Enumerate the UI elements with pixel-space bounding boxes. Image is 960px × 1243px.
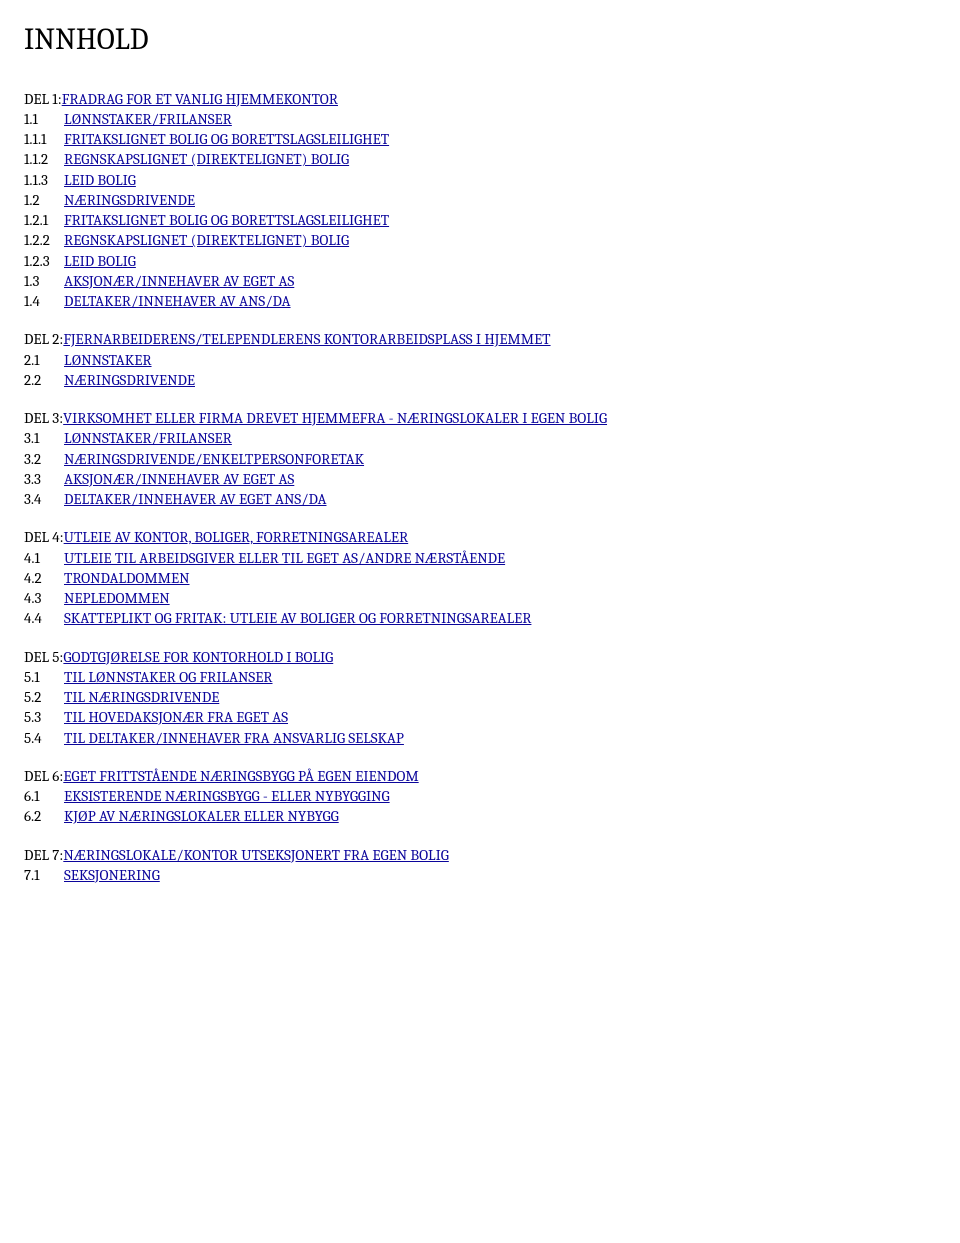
page-title: INNHOLD — [24, 20, 936, 61]
toc-link[interactable]: TRONDALDOMMEN — [64, 569, 189, 587]
toc-link[interactable]: SEKSJONERING — [64, 866, 160, 884]
item-num: 1.1.2 — [24, 149, 64, 169]
section-label: DEL 3: — [24, 409, 63, 427]
toc-link[interactable]: KJØP AV NÆRINGSLOKALER ELLER NYBYGG — [64, 807, 339, 825]
toc-section-6: DEL 6:EGET FRITTSTÅENDE NÆRINGSBYGG PÅ E… — [24, 766, 936, 827]
section-title-link[interactable]: FRADRAG FOR ET VANLIG HJEMMEKONTOR — [62, 90, 338, 108]
toc-link[interactable]: NÆRINGSDRIVENDE — [64, 371, 195, 389]
item-num: 5.3 — [24, 707, 64, 727]
item-num: 3.4 — [24, 489, 64, 509]
section-label: DEL 5: — [24, 648, 63, 666]
item-num: 7.1 — [24, 865, 64, 885]
toc-section-3: DEL 3:VIRKSOMHET ELLER FIRMA DREVET HJEM… — [24, 408, 936, 509]
section-label: DEL 1: — [24, 90, 62, 108]
toc-link[interactable]: DELTAKER/INNEHAVER AV ANS/DA — [64, 292, 291, 310]
toc-section-1: DEL 1:FRADRAG FOR ET VANLIG HJEMMEKONTOR… — [24, 89, 936, 312]
section-title-link[interactable]: FJERNARBEIDERENS/TELEPENDLERENS KONTORAR… — [63, 330, 550, 348]
toc-link[interactable]: TIL HOVEDAKSJONÆR FRA EGET AS — [64, 708, 288, 726]
section-label: DEL 4: — [24, 528, 64, 546]
item-num: 1.2.1 — [24, 210, 64, 230]
item-num: 1.1.3 — [24, 170, 64, 190]
toc-link[interactable]: FRITAKSLIGNET BOLIG OG BORETTSLAGSLEILIG… — [64, 211, 389, 229]
item-num: 3.2 — [24, 449, 64, 469]
toc-link[interactable]: TIL DELTAKER/INNEHAVER FRA ANSVARLIG SEL… — [64, 729, 404, 747]
toc-section-2: DEL 2:FJERNARBEIDERENS/TELEPENDLERENS KO… — [24, 329, 936, 390]
toc-section-5: DEL 5:GODTGJØRELSE FOR KONTORHOLD I BOLI… — [24, 647, 936, 748]
toc-link[interactable]: NÆRINGSDRIVENDE/ENKELTPERSONFORETAK — [64, 450, 364, 468]
item-num: 5.1 — [24, 667, 64, 687]
toc-section-4: DEL 4:UTLEIE AV KONTOR, BOLIGER, FORRETN… — [24, 527, 936, 628]
toc-link[interactable]: LEID BOLIG — [64, 171, 136, 189]
toc-link[interactable]: LØNNSTAKER/FRILANSER — [64, 110, 232, 128]
item-num: 1.1 — [24, 109, 64, 129]
toc-link[interactable]: NÆRINGSDRIVENDE — [64, 191, 195, 209]
toc-link[interactable]: REGNSKAPSLIGNET (DIREKTELIGNET) BOLIG — [64, 231, 349, 249]
toc-link[interactable]: UTLEIE TIL ARBEIDSGIVER ELLER TIL EGET A… — [64, 549, 505, 567]
toc-section-7: DEL 7:NÆRINGSLOKALE/KONTOR UTSEKSJONERT … — [24, 845, 936, 886]
item-num: 2.2 — [24, 370, 64, 390]
toc-link[interactable]: TIL NÆRINGSDRIVENDE — [64, 688, 219, 706]
section-title-link[interactable]: NÆRINGSLOKALE/KONTOR UTSEKSJONERT FRA EG… — [63, 846, 449, 864]
item-num: 4.2 — [24, 568, 64, 588]
toc-link[interactable]: REGNSKAPSLIGNET (DIREKTELIGNET) BOLIG — [64, 150, 349, 168]
item-num: 1.2.2 — [24, 230, 64, 250]
item-num: 1.2.3 — [24, 251, 64, 271]
section-label: DEL 6: — [24, 767, 63, 785]
toc-link[interactable]: DELTAKER/INNEHAVER AV EGET ANS/DA — [64, 490, 327, 508]
item-num: 4.1 — [24, 548, 64, 568]
item-num: 3.1 — [24, 428, 64, 448]
section-title-link[interactable]: GODTGJØRELSE FOR KONTORHOLD I BOLIG — [63, 648, 333, 666]
item-num: 6.2 — [24, 806, 64, 826]
section-title-link[interactable]: VIRKSOMHET ELLER FIRMA DREVET HJEMMEFRA … — [63, 409, 607, 427]
section-label: DEL 2: — [24, 330, 63, 348]
item-num: 3.3 — [24, 469, 64, 489]
item-num: 2.1 — [24, 350, 64, 370]
item-num: 4.4 — [24, 608, 64, 628]
toc-link[interactable]: NEPLEDOMMEN — [64, 589, 170, 607]
item-num: 1.4 — [24, 291, 64, 311]
item-num: 6.1 — [24, 786, 64, 806]
section-label: DEL 7: — [24, 846, 63, 864]
item-num: 1.1.1 — [24, 129, 64, 149]
toc-link[interactable]: AKSJONÆR/INNEHAVER AV EGET AS — [64, 470, 294, 488]
toc-link[interactable]: LEID BOLIG — [64, 252, 136, 270]
toc-link[interactable]: FRITAKSLIGNET BOLIG OG BORETTSLAGSLEILIG… — [64, 130, 389, 148]
item-num: 1.3 — [24, 271, 64, 291]
item-num: 5.4 — [24, 728, 64, 748]
item-num: 5.2 — [24, 687, 64, 707]
toc-link[interactable]: AKSJONÆR/INNEHAVER AV EGET AS — [64, 272, 294, 290]
item-num: 1.2 — [24, 190, 64, 210]
toc-link[interactable]: LØNNSTAKER — [64, 351, 152, 369]
toc-link[interactable]: SKATTEPLIKT OG FRITAK: UTLEIE AV BOLIGER… — [64, 609, 531, 627]
item-num: 4.3 — [24, 588, 64, 608]
toc-link[interactable]: EKSISTERENDE NÆRINGSBYGG - ELLER NYBYGGI… — [64, 787, 390, 805]
toc-link[interactable]: TIL LØNNSTAKER OG FRILANSER — [64, 668, 273, 686]
section-title-link[interactable]: EGET FRITTSTÅENDE NÆRINGSBYGG PÅ EGEN EI… — [63, 767, 418, 785]
toc-link[interactable]: LØNNSTAKER/FRILANSER — [64, 429, 232, 447]
section-title-link[interactable]: UTLEIE AV KONTOR, BOLIGER, FORRETNINGSAR… — [64, 528, 409, 546]
